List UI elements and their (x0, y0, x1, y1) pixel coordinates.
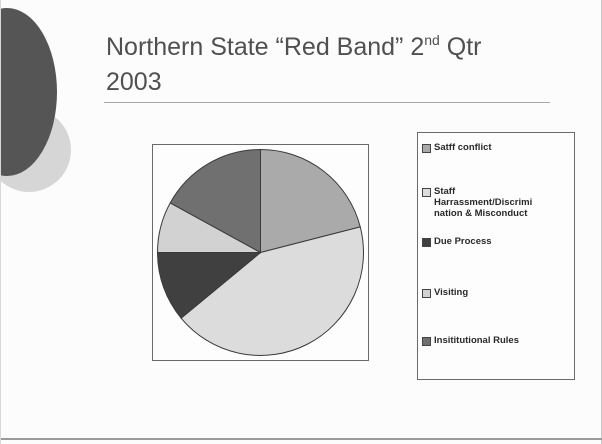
legend-label-line: Harrassment/Discrimi (434, 197, 533, 208)
decorative-circles (1, 8, 71, 192)
legend-item: Staff Harrassment/Discrimi nation & Miscon… (422, 186, 574, 219)
pie-slice-2 (180, 226, 364, 356)
decorative-circle-dark (1, 8, 57, 176)
pie-slice-5 (169, 148, 261, 254)
legend-swatch-1 (422, 144, 431, 153)
legend-item: Satff conflict (422, 142, 574, 153)
legend-item: Insititutional Rules (422, 335, 574, 346)
legend-swatch-2 (422, 188, 431, 197)
legend-label-line: Visiting (434, 287, 469, 298)
slide-title-tail: Qtr (439, 33, 482, 61)
legend-label-line: Insititutional Rules (434, 335, 519, 346)
pie-slice-1 (260, 148, 361, 254)
legend-label: Staff Harrassment/Discrimi nation & Miscon… (434, 186, 532, 219)
slide-title-superscript: nd (424, 32, 440, 48)
slide-title: Northern State “Red Band” 2nd Qtr 2003 (106, 30, 546, 100)
legend-label: Insititutional Rules (434, 335, 519, 346)
slide-title-year: 2003 (106, 68, 162, 96)
chart-legend: Satff conflict Staff Harrassment/Discrimi n… (417, 132, 575, 380)
legend-swatch-5 (422, 337, 431, 346)
legend-label: Visiting (434, 287, 468, 298)
legend-label-line: Satff conflict (434, 142, 492, 153)
title-divider (104, 102, 550, 103)
legend-label: Satff conflict (434, 142, 492, 153)
legend-label: Due Process (434, 236, 492, 247)
legend-swatch-3 (422, 238, 431, 247)
legend-label-line: nation & Misconduct (434, 208, 528, 219)
legend-label-line: Due Process (434, 236, 492, 247)
legend-label-line: Staff (434, 186, 456, 197)
slide-title-text: Northern State “Red Band” 2 (106, 33, 425, 61)
legend-swatch-4 (422, 289, 431, 298)
pie-chart (156, 148, 364, 356)
slide-bottom-border (1, 438, 602, 440)
pie-slice-3 (156, 252, 262, 319)
legend-item: Visiting (422, 287, 574, 298)
legend-item: Due Process (422, 236, 574, 247)
